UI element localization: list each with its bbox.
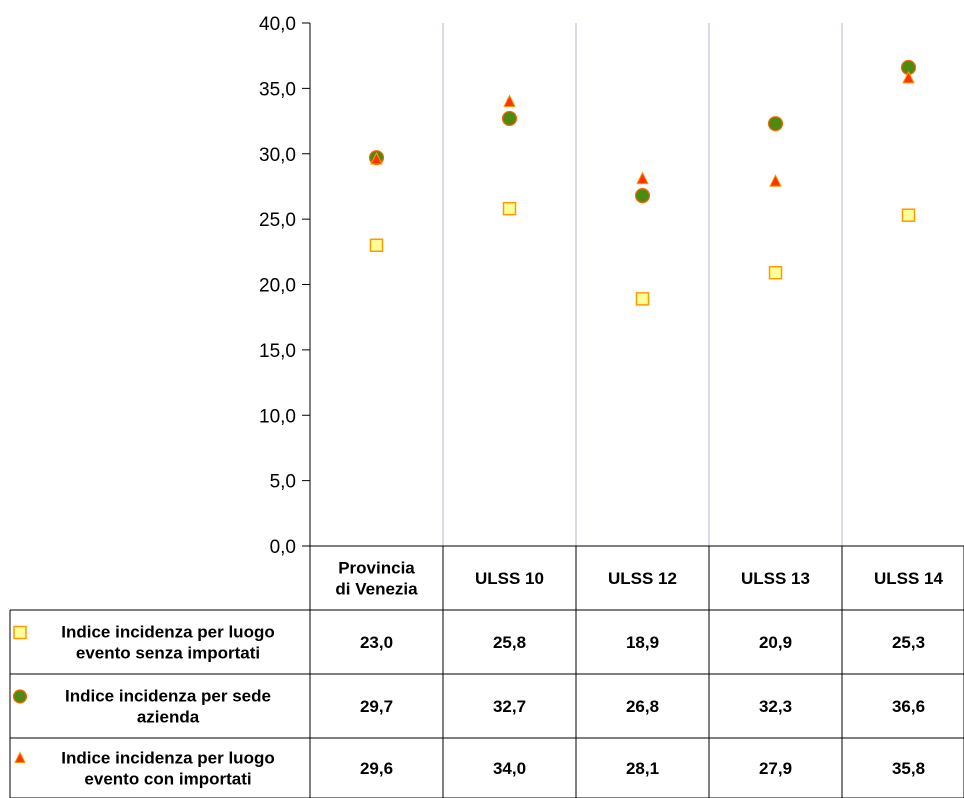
data-point-series-3 [503, 94, 516, 107]
legend-circle-icon [12, 689, 28, 704]
data-point-series-1 [768, 265, 783, 280]
data-point-series-2 [501, 110, 518, 127]
data-label: 28,1 [626, 759, 659, 778]
y-tick-label: 10,0 [259, 406, 296, 427]
category-label: ULSS 10 [475, 569, 544, 588]
legend-square-icon [13, 625, 27, 640]
data-label: 32,3 [759, 697, 792, 716]
data-label: 36,6 [892, 697, 925, 716]
y-tick-label: 25,0 [259, 210, 296, 231]
legend-label: Indice incidenza per sede [65, 687, 271, 706]
data-label: 27,9 [759, 759, 792, 778]
data-label: 18,9 [626, 633, 659, 652]
data-point-series-2 [767, 116, 784, 132]
data-label: 23,0 [360, 633, 393, 652]
data-point-series-2 [634, 187, 651, 204]
data-label: 34,0 [493, 759, 526, 778]
category-label: di Venezia [335, 580, 418, 599]
legend-triangle-icon [14, 751, 26, 763]
category-label: ULSS 13 [741, 569, 810, 588]
data-point-series-1 [635, 292, 650, 306]
y-tick-label: 15,0 [259, 341, 296, 362]
data-label: 26,8 [626, 697, 659, 716]
data-label: 20,9 [759, 633, 792, 652]
data-point-series-3 [769, 174, 782, 187]
data-point-series-3 [370, 151, 383, 165]
data-point-series-1 [901, 208, 916, 222]
y-tick-label: 5,0 [270, 472, 296, 493]
data-label: 35,8 [892, 759, 925, 778]
legend-label: azienda [137, 708, 200, 727]
data-label: 25,8 [493, 633, 526, 652]
data-point-series-3 [902, 70, 915, 84]
y-tick-label: 0,0 [270, 537, 296, 558]
data-point-series-1 [369, 238, 384, 253]
data-label: 29,7 [360, 697, 393, 716]
legend-label: evento senza importati [76, 644, 260, 663]
data-label: 32,7 [493, 697, 526, 716]
y-tick-label: 30,0 [259, 145, 296, 166]
legend-label: Indice incidenza per luogo [61, 623, 274, 642]
category-label: Provincia [338, 559, 415, 578]
y-tick-label: 40,0 [259, 14, 296, 35]
data-label: 25,3 [892, 633, 925, 652]
data-point-series-1 [502, 201, 517, 216]
data-label: 29,6 [360, 759, 393, 778]
legend-label: evento con importati [84, 770, 251, 789]
category-label: ULSS 14 [874, 569, 944, 588]
category-label: ULSS 12 [608, 569, 677, 588]
y-tick-label: 35,0 [259, 79, 296, 100]
y-tick-label: 20,0 [259, 276, 296, 297]
legend-label: Indice incidenza per luogo [61, 749, 274, 768]
data-point-series-3 [636, 171, 649, 185]
